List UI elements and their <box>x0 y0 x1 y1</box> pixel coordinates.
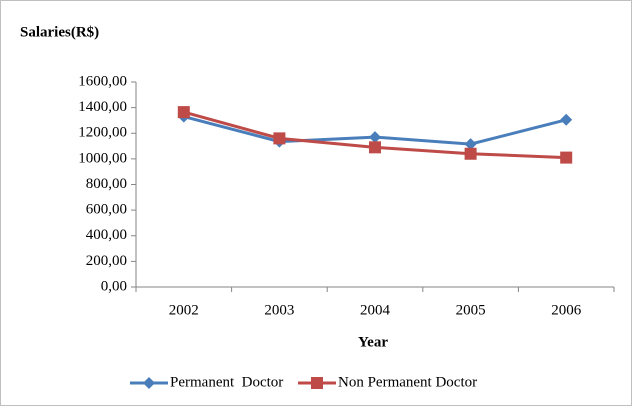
data-point <box>369 131 381 144</box>
data-point <box>464 147 477 160</box>
y-tick-label: 800,00 <box>86 176 127 192</box>
y-tick-label: 400,00 <box>86 227 127 243</box>
y-tick-label: 1400,00 <box>78 99 127 115</box>
legend-marker <box>311 377 323 389</box>
chart-title: Salaries(R$) <box>20 24 99 40</box>
data-point <box>560 113 573 126</box>
data-point <box>273 132 286 145</box>
y-tick-label: 1200,00 <box>78 125 127 141</box>
y-tick-label: 600,00 <box>86 202 127 218</box>
y-tick-label: 200,00 <box>86 253 127 269</box>
x-axis-title: Year <box>358 334 388 350</box>
legend-label: Non Permanent Doctor <box>338 374 477 390</box>
y-tick-label: 0,00 <box>101 278 127 294</box>
data-point <box>177 106 190 119</box>
legend-label: Permanent Doctor <box>170 374 283 390</box>
data-point <box>369 141 381 154</box>
y-tick-label: 1600,00 <box>78 73 127 89</box>
y-tick-label: 1000,00 <box>78 150 127 166</box>
data-point <box>560 151 573 164</box>
x-tick-label: 2004 <box>360 302 391 318</box>
x-tick-label: 2003 <box>264 302 294 318</box>
x-tick-label: 2005 <box>456 302 486 318</box>
data-point <box>464 138 477 151</box>
legend-marker <box>143 377 155 389</box>
x-tick-label: 2002 <box>169 302 199 318</box>
x-tick-label: 2006 <box>551 302 582 318</box>
